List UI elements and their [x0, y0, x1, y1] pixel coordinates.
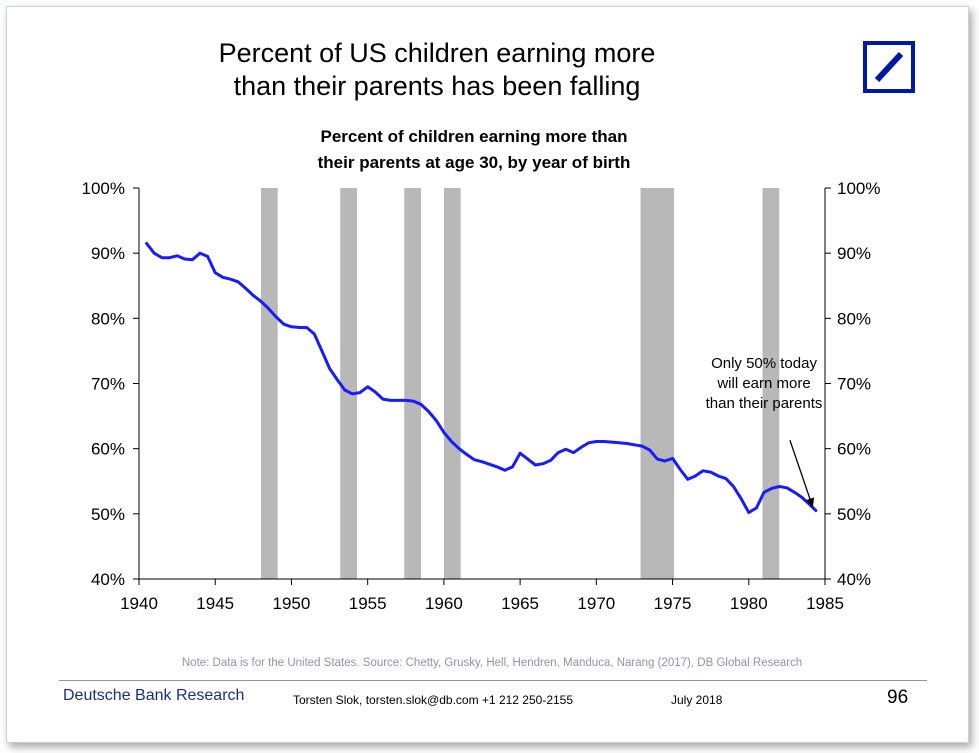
recession-band-2 — [340, 188, 357, 579]
y-tick-label-right: 90% — [837, 244, 871, 263]
x-tick-label: 1950 — [273, 594, 311, 613]
y-tick-label-right: 40% — [837, 570, 871, 589]
recession-band-1 — [260, 188, 278, 579]
x-tick-label: 1945 — [196, 594, 234, 613]
footer-contact: Torsten Slok, torsten.slok@db.com +1 212… — [293, 693, 574, 707]
x-tick-label: 1975 — [654, 594, 692, 613]
slide-title: Percent of US children earning more than… — [157, 37, 717, 103]
x-tick-label: 1960 — [425, 594, 463, 613]
x-tick-label: 1985 — [806, 594, 844, 613]
recession-band-5 — [640, 188, 675, 579]
deutsche-bank-logo — [863, 41, 915, 93]
recession-band-6 — [762, 188, 780, 579]
page-number: 96 — [887, 687, 909, 708]
footer-brand: Deutsche Bank Research — [63, 687, 245, 704]
x-tick-label: 1965 — [501, 594, 539, 613]
y-tick-label-right: 100% — [837, 179, 880, 198]
slide-title-line-1: Percent of US children earning more — [218, 38, 656, 68]
x-tick-label: 1970 — [577, 594, 615, 613]
x-tick-label: 1955 — [349, 594, 387, 613]
footer-date: July 2018 — [671, 693, 723, 707]
y-tick-label-left: 40% — [91, 570, 125, 589]
y-tick-label-right: 70% — [837, 375, 871, 394]
annotation-text-line-1: Only 50% today — [711, 355, 817, 372]
annotation-text-line-2: will earn more — [716, 375, 810, 392]
y-tick-label-left: 100% — [82, 179, 125, 198]
annotation-arrow-line — [789, 439, 814, 508]
y-tick-label-left: 70% — [91, 375, 125, 394]
annotation-text-line-3: than their parents — [706, 395, 823, 412]
chart-title-line-1: Percent of children earning more than — [320, 127, 627, 146]
y-tick-label-left: 80% — [91, 309, 125, 328]
annotation-arrow-head — [805, 497, 815, 508]
chart: Percent of children earning more than the… — [82, 127, 881, 613]
x-tick-label: 1980 — [730, 594, 768, 613]
series-line-1 — [145, 241, 818, 514]
y-tick-label-right: 80% — [837, 309, 871, 328]
recession-band-4 — [443, 188, 461, 579]
y-tick-label-left: 50% — [91, 505, 125, 524]
footer-divider — [59, 680, 927, 681]
y-tick-label-left: 90% — [91, 244, 125, 263]
y-tick-label-right: 50% — [837, 505, 871, 524]
x-tick-label: 1940 — [120, 594, 158, 613]
slide: Percent of US children earning more than… — [6, 6, 969, 743]
y-tick-label-right: 60% — [837, 440, 871, 459]
chart-title-line-2: their parents at age 30, by year of birt… — [318, 153, 631, 172]
y-tick-label-left: 60% — [91, 440, 125, 459]
source-note: Note: Data is for the United States. Sou… — [181, 657, 803, 669]
slide-title-line-2: than their parents has been falling — [233, 71, 641, 101]
recession-band-3 — [404, 188, 422, 579]
